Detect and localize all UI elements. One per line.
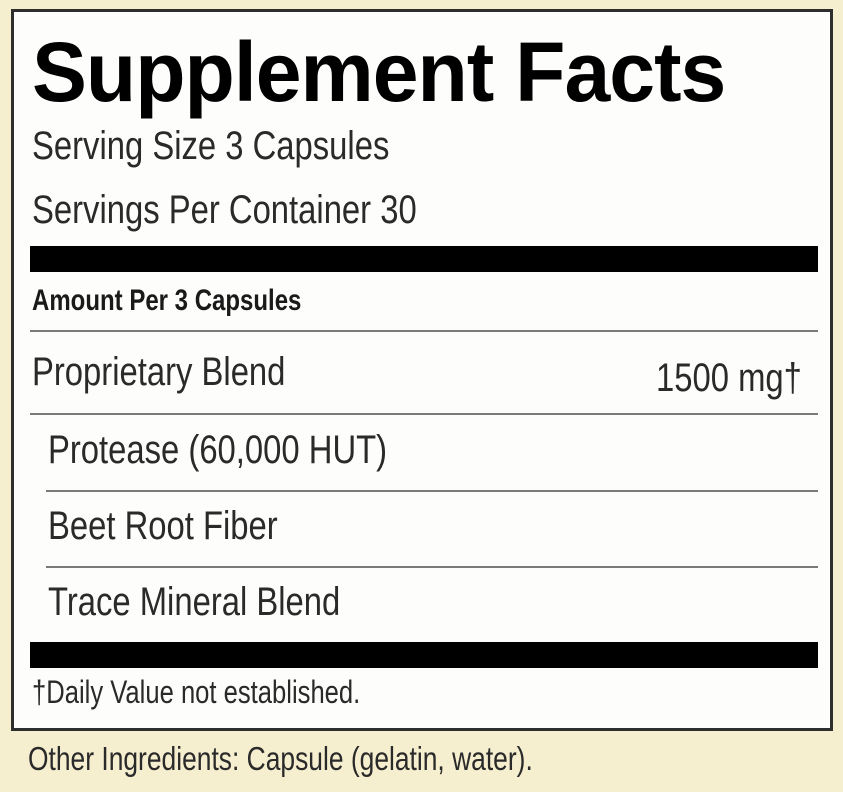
footnote: †Daily Value not established. xyxy=(32,674,361,710)
ingredient-name: Protease (60,000 HUT) xyxy=(48,428,388,472)
divider xyxy=(46,566,818,568)
supplement-facts-panel: Supplement Facts Serving Size 3 Capsules… xyxy=(11,9,833,731)
ingredient-amount: 1500 mg† xyxy=(656,356,802,400)
ingredient-name: Beet Root Fiber xyxy=(48,504,278,548)
thick-divider xyxy=(30,246,818,272)
ingredient-name: Proprietary Blend xyxy=(32,350,286,394)
ingredient-name: Trace Mineral Blend xyxy=(48,580,341,624)
divider xyxy=(30,413,818,415)
servings-per-container: Servings Per Container 30 xyxy=(32,188,417,232)
thick-divider xyxy=(30,642,818,668)
other-ingredients: Other Ingredients: Capsule (gelatin, wat… xyxy=(28,740,533,777)
amount-header: Amount Per 3 Capsules xyxy=(32,284,302,317)
divider xyxy=(30,330,818,332)
divider xyxy=(46,490,818,492)
panel-title: Supplement Facts xyxy=(32,25,726,119)
serving-size: Serving Size 3 Capsules xyxy=(32,124,390,168)
